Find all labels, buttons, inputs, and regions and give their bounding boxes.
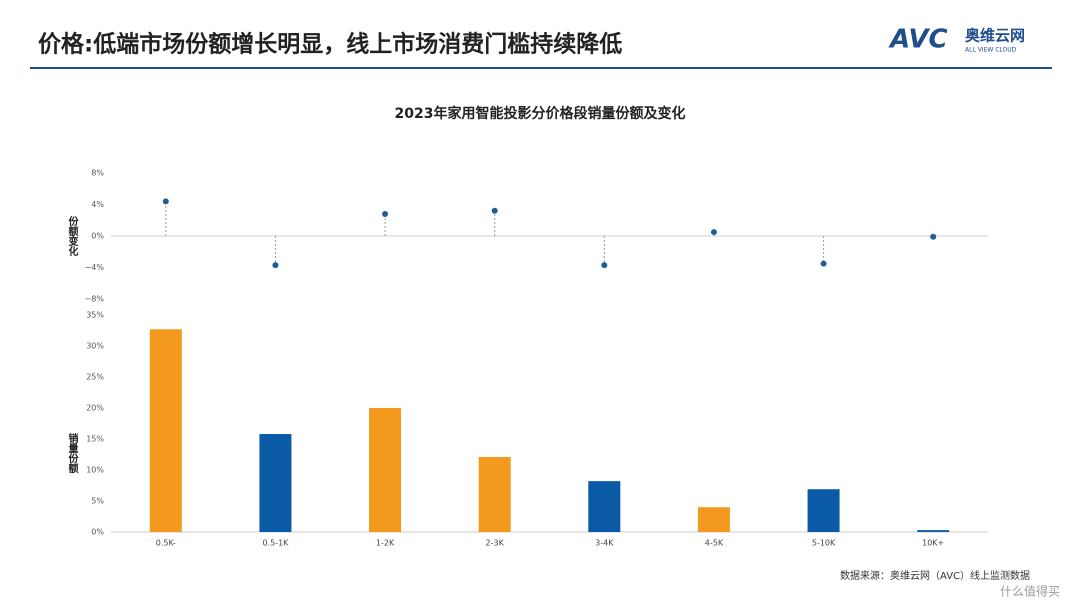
axis-title: 份额变化 [66, 215, 78, 257]
watermark: 什么值得买 [1000, 584, 1060, 599]
bar [917, 530, 950, 532]
logo-en: ALL VIEW CLOUD [965, 47, 1017, 54]
x-tick-label: 10K+ [922, 539, 944, 548]
dot [601, 262, 608, 269]
y-tick-label: 15% [86, 435, 104, 444]
y-tick-label: 10% [86, 466, 104, 475]
dot [930, 233, 937, 240]
bar [149, 329, 182, 532]
slide-title: 价格:低端市场份额增长明显，线上市场消费门槛持续降低 [38, 31, 622, 58]
bar [807, 489, 840, 532]
chart-title: 2023年家用智能投影分价格段销量份额及变化 [395, 105, 686, 122]
y-tick-label: 30% [86, 342, 104, 351]
x-tick-label: 5-10K [812, 539, 836, 548]
y-tick-label: 0% [91, 528, 104, 537]
y-tick-label: −4% [85, 263, 105, 272]
bar [369, 408, 402, 532]
x-tick-label: 4-5K [705, 539, 724, 548]
y-tick-label: 4% [91, 200, 104, 209]
x-tick-label: 3-4K [595, 539, 614, 548]
dot [162, 198, 169, 205]
dot [491, 207, 498, 214]
dot [382, 210, 389, 217]
axis-title: 销量份额 [66, 432, 78, 474]
bar [259, 434, 292, 532]
y-tick-label: −8% [85, 295, 105, 304]
x-tick-label: 0.5K- [156, 539, 176, 548]
bar [478, 456, 511, 532]
dot [820, 260, 827, 267]
x-tick-label: 1-2K [376, 539, 395, 548]
logo: AVC [888, 25, 948, 55]
dot [272, 262, 279, 269]
bar [588, 481, 621, 532]
dot [710, 229, 717, 236]
y-tick-label: 20% [86, 404, 104, 413]
x-tick-label: 0.5-1K [262, 539, 289, 548]
bar [697, 507, 730, 532]
y-tick-label: 0% [91, 232, 104, 241]
logo-cn: 奥维云网 [965, 27, 1025, 45]
y-tick-label: 5% [91, 497, 104, 506]
y-tick-label: 25% [86, 373, 104, 382]
y-tick-label: 8% [91, 169, 104, 178]
y-tick-label: 35% [86, 311, 104, 320]
x-tick-label: 2-3K [486, 539, 505, 548]
source: 数据来源：奥维云网（AVC）线上监测数据 [840, 569, 1030, 582]
